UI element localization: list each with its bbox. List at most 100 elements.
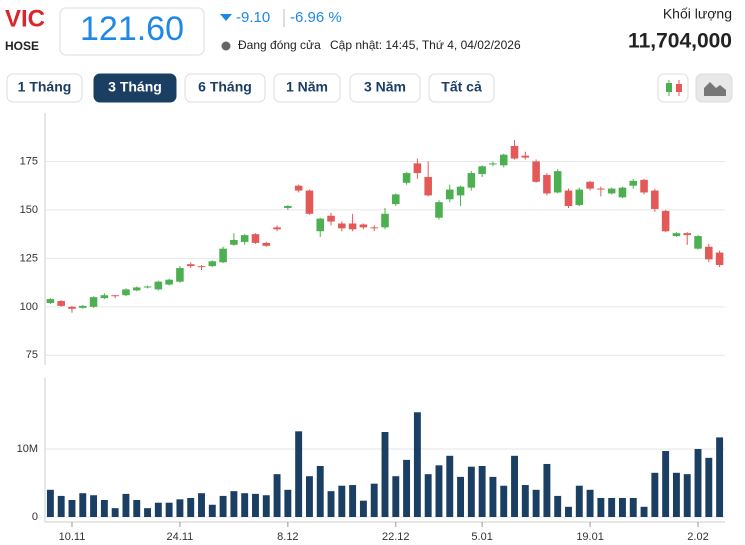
status-dot <box>221 41 231 51</box>
candle-body <box>165 279 173 285</box>
volume-label: Khối lượng <box>663 6 732 22</box>
volume-bar <box>154 502 162 517</box>
volume-bar <box>608 497 616 517</box>
x-tick-label: 8.12 <box>277 531 298 543</box>
candle-body <box>132 287 141 291</box>
candle-body <box>57 301 65 306</box>
volume-bar <box>57 495 65 517</box>
tab-button[interactable] <box>428 73 495 103</box>
candle-body <box>338 223 346 229</box>
candle-body <box>219 248 227 263</box>
volume-bar <box>349 485 357 517</box>
tab-button[interactable] <box>6 73 83 103</box>
candle-body <box>543 175 551 194</box>
volume-bar <box>565 506 572 517</box>
candle-body <box>122 289 130 296</box>
tab-label[interactable]: Tất cả <box>441 79 482 95</box>
price-box <box>59 7 205 56</box>
x-tick-label: 22.12 <box>382 531 410 543</box>
candle-body <box>230 239 238 245</box>
volume-bar <box>435 465 443 517</box>
volume-bar <box>284 489 292 517</box>
tabs: 1 Tháng 3 Tháng 6 Tháng 1 Năm 3 Năm Tất cả <box>6 73 495 103</box>
volume-bar <box>716 437 724 517</box>
candle-body <box>445 189 454 200</box>
volume-bar <box>111 508 119 517</box>
volume-bar <box>381 432 389 517</box>
volume-bar <box>446 455 454 517</box>
candle-body <box>316 218 325 232</box>
change: -9.10 <box>236 9 270 26</box>
volume-bar <box>133 500 141 517</box>
candle-body <box>532 161 540 182</box>
y-tick-label: 150 <box>20 204 38 216</box>
volume-bar <box>187 497 195 517</box>
candle-view-button[interactable] <box>657 73 689 103</box>
tab-label[interactable]: 6 Tháng <box>198 79 252 95</box>
volume-bar <box>403 459 411 517</box>
candle-body <box>284 206 292 208</box>
volume-bar <box>46 489 54 517</box>
tab-button[interactable] <box>93 73 177 103</box>
x-tick-label: 10.11 <box>59 531 86 543</box>
volume-bar <box>122 493 130 517</box>
tab-label[interactable]: 3 Năm <box>364 79 406 95</box>
x-tick-label: 2.02 <box>687 531 708 543</box>
candle-body <box>499 154 508 166</box>
tab-button[interactable] <box>184 73 266 103</box>
volume-bar <box>694 449 702 517</box>
candle-body <box>705 246 713 260</box>
change-pct: -6.96 % <box>290 9 342 26</box>
candle-body <box>402 173 411 183</box>
candle-body <box>467 173 476 188</box>
candle-body <box>575 189 584 206</box>
y-tick-label: 175 <box>20 155 38 167</box>
tab-label[interactable]: 1 Năm <box>286 79 328 95</box>
volume-bar <box>273 474 281 517</box>
volume-bar <box>586 489 594 517</box>
volume-bar <box>521 485 529 517</box>
volume-bar <box>575 485 583 517</box>
volume-bar <box>252 493 259 517</box>
candle-body <box>597 188 605 190</box>
tab-button[interactable] <box>349 73 421 103</box>
tab-label[interactable]: 3 Tháng <box>108 79 162 95</box>
candle-body <box>359 224 368 228</box>
volume-bar <box>230 491 238 517</box>
volume-bar <box>198 493 205 517</box>
candle-body <box>715 252 724 265</box>
volume-total: 11,704,000 <box>628 30 732 53</box>
candle-body <box>392 194 400 205</box>
status: Đang đóng cửa <box>238 38 321 52</box>
candle-body <box>683 233 691 236</box>
x-tick-label: 5.01 <box>471 531 492 543</box>
volume-bar <box>241 493 249 517</box>
candle-body <box>478 166 486 175</box>
volume-bar <box>467 466 475 517</box>
candle-body <box>521 155 530 158</box>
volume-bar <box>359 500 367 517</box>
volume-bar <box>478 466 486 517</box>
volume-bar <box>543 463 551 517</box>
candle-body <box>89 297 98 307</box>
tab-button[interactable] <box>273 73 341 103</box>
candle-body <box>672 233 681 237</box>
volume-bar <box>662 451 670 517</box>
volume-bar <box>370 483 378 517</box>
icon <box>676 84 682 92</box>
candle-body <box>510 145 519 159</box>
volume-bar <box>392 476 400 517</box>
volume-bar <box>316 466 324 517</box>
down-arrow <box>220 14 232 21</box>
icon <box>704 82 726 96</box>
candle-body <box>208 261 217 267</box>
tab-label[interactable]: 1 Tháng <box>18 79 72 95</box>
candle-body <box>607 188 616 194</box>
volume-bar <box>90 495 98 517</box>
volume-bar <box>262 495 270 517</box>
x-tick-label: 24.11 <box>167 531 194 543</box>
volume-bar <box>500 485 508 517</box>
candle-body <box>370 227 378 229</box>
candle-body <box>154 281 163 290</box>
